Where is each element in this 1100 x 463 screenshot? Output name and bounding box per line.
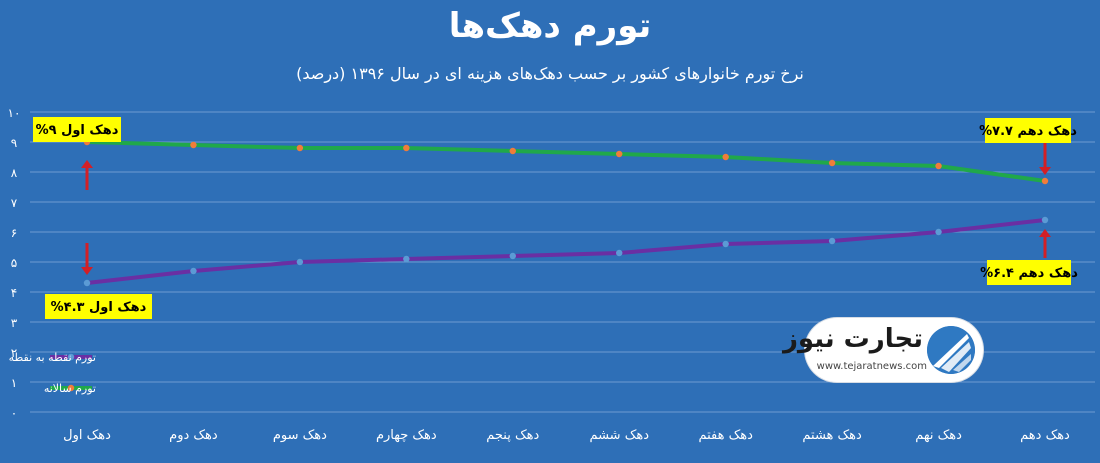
annotation-arrow-head (1039, 229, 1051, 237)
logo-name: تجارت نیوز (782, 324, 923, 354)
annotation-label: دهک دهم ۶.۴% (980, 266, 1078, 281)
annotation-arrow-head (81, 267, 93, 275)
annual-inflation-point (935, 162, 942, 170)
point-inflation-point (403, 255, 410, 263)
annotation-label: دهک اول ۹% (36, 123, 119, 138)
legend-marker (67, 353, 75, 361)
tejarat-news-logo-icon (927, 326, 975, 374)
annual-inflation-point (403, 144, 410, 152)
annual-inflation-point (722, 153, 729, 161)
point-inflation-point (296, 258, 304, 266)
x-tick-label: دهک چهارم (376, 428, 437, 443)
annual-inflation-line (86, 140, 1046, 183)
annual-inflation-point (509, 147, 516, 155)
x-tick-label: دهک اول (63, 428, 111, 443)
annual-inflation-point (616, 150, 623, 158)
tejarat-news-logo: تجارت نیوز www.tejaratnews.com (783, 318, 983, 382)
y-tick-label: ۴ (11, 286, 17, 300)
point-inflation-point (935, 228, 942, 236)
point-inflation-line (86, 218, 1046, 285)
y-tick-label: ۸ (11, 166, 18, 180)
y-tick-label: ۹ (11, 136, 17, 150)
annotation-box (33, 117, 121, 142)
chart-subtitle: نرخ تورم خانوارهای کشور بر حسب دهک‌های ه… (296, 64, 804, 83)
point-inflation-point (509, 252, 516, 260)
point-inflation-point (190, 267, 197, 275)
annotation-box (985, 118, 1071, 143)
annotation-label: دهک دهم ۷.۷% (979, 124, 1077, 139)
point-inflation-point (1041, 216, 1049, 224)
y-tick-label: ۱ (11, 376, 17, 390)
y-tick-label: ۳ (11, 316, 18, 330)
x-tick-label: دهک سوم (273, 428, 327, 443)
annotation-arrow-head (81, 160, 93, 168)
y-tick-label: ۰ (11, 406, 17, 420)
annotation-label: دهک اول ۴.۳% (51, 300, 147, 315)
logo-url: www.tejaratnews.com (816, 361, 927, 372)
y-tick-label: ۵ (11, 256, 17, 270)
annual-inflation-point (828, 159, 836, 167)
y-tick-label: ۶ (11, 226, 17, 240)
x-tick-label: دهک هفتم (698, 428, 753, 443)
x-tick-label: دهک پنجم (486, 428, 539, 443)
x-tick-label: دهک نهم (915, 428, 962, 443)
y-tick-label: ۷ (11, 196, 18, 210)
point-inflation-point (83, 279, 91, 287)
y-tick-label: ۱۰ (8, 106, 21, 120)
annotation-box (45, 294, 152, 319)
point-inflation-point (828, 237, 836, 245)
y-tick-label: ۲ (11, 346, 17, 360)
legend-marker (67, 384, 75, 392)
x-tick-label: دهک دوم (169, 428, 218, 443)
annual-inflation-point (296, 144, 304, 152)
point-inflation-point (722, 240, 729, 248)
annotation-box (987, 260, 1071, 285)
annual-inflation-point (1041, 177, 1049, 185)
chart-title: تورم دهک‌ها (448, 6, 652, 46)
annotation-arrow-head (1039, 167, 1051, 175)
x-tick-label: دهک هشتم (802, 428, 862, 443)
point-inflation-point (616, 249, 623, 257)
annual-inflation-point (190, 141, 197, 149)
x-tick-label: دهک ششم (589, 428, 649, 443)
x-tick-label: دهک دهم (1020, 428, 1070, 443)
legend-label: تورم نقطه به نقطه (9, 351, 96, 364)
legend-label: تورم سالانه (44, 382, 96, 395)
